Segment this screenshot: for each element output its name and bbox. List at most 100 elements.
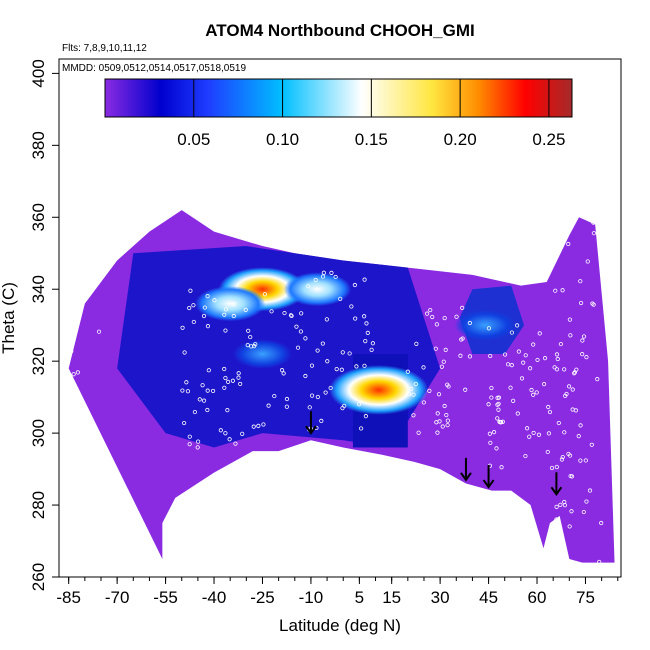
obs-point: [554, 517, 559, 522]
obs-point: [542, 356, 548, 361]
colorbar: 0.05 0.10 0.15 0.20 0.25: [104, 78, 573, 149]
obs-point: [195, 439, 201, 444]
obs-point: [288, 313, 294, 318]
obs-point: [284, 396, 290, 402]
obs-point: [370, 341, 375, 346]
obs-point: [515, 323, 520, 328]
obs-point: [535, 357, 540, 363]
obs-point: [560, 288, 565, 293]
obs-point: [567, 524, 572, 529]
obs-point: [233, 441, 238, 446]
y-tick-label: 340: [29, 275, 48, 303]
x-tick-label: 60: [528, 588, 547, 607]
obs-point: [84, 433, 89, 438]
x-axis-label: Latitude (deg N): [279, 616, 401, 635]
obs-point: [560, 454, 565, 460]
obs-point: [309, 363, 315, 368]
obs-point: [256, 423, 261, 428]
obs-point: [97, 498, 102, 503]
obs-point: [223, 431, 228, 436]
arrow-markers: [305, 411, 563, 496]
obs-point: [413, 381, 418, 387]
x-tick-label: -10: [299, 588, 324, 607]
x-tick-label: 45: [479, 588, 498, 607]
obs-point: [251, 424, 256, 429]
obs-point: [416, 430, 421, 435]
x-tick-label: -70: [105, 588, 130, 607]
obs-point: [406, 392, 412, 397]
obs-point: [321, 270, 326, 275]
obs-point: [436, 392, 442, 397]
x-tick-label: -85: [56, 588, 81, 607]
obs-point: [488, 353, 493, 359]
obs-point: [69, 339, 74, 344]
obs-point: [248, 334, 253, 340]
obs-point: [599, 520, 604, 526]
obs-point: [222, 385, 227, 390]
obs-point: [568, 473, 573, 479]
obs-point: [549, 465, 555, 471]
obs-point: [499, 420, 504, 425]
y-tick-label: 360: [29, 203, 48, 231]
obs-point: [187, 442, 192, 447]
x-tick-label: 75: [576, 588, 595, 607]
obs-point: [421, 365, 426, 370]
obs-point: [559, 457, 565, 462]
obs-point: [445, 418, 450, 423]
obs-point: [342, 403, 347, 408]
obs-point: [434, 322, 439, 327]
obs-point: [307, 405, 312, 410]
obs-point: [433, 346, 438, 351]
obs-point: [573, 408, 579, 413]
obs-point: [495, 402, 500, 407]
obs-point: [523, 453, 528, 459]
obs-point: [70, 443, 75, 448]
obs-point: [243, 307, 248, 312]
obs-point: [495, 395, 500, 400]
obs-point: [569, 509, 574, 514]
obs-point: [187, 305, 192, 311]
obs-point: [238, 381, 243, 387]
x-tick-label: 30: [431, 588, 450, 607]
obs-point: [362, 314, 367, 319]
obs-point: [85, 450, 90, 455]
obs-point: [69, 349, 74, 354]
obs-point: [428, 307, 433, 313]
obs-point: [591, 231, 596, 236]
obs-point: [88, 504, 93, 510]
obs-point: [298, 329, 304, 334]
obs-point: [333, 274, 338, 280]
obs-point: [427, 388, 432, 393]
obs-point: [349, 304, 354, 309]
obs-point: [223, 375, 228, 381]
obs-point: [340, 350, 345, 355]
obs-point: [323, 390, 328, 395]
obs-point: [409, 386, 414, 391]
obs-point: [534, 390, 539, 395]
obs-point: [537, 331, 542, 336]
obs-point: [236, 371, 241, 376]
obs-point: [509, 363, 514, 368]
obs-point: [222, 312, 227, 317]
obs-point: [313, 277, 318, 283]
obs-point: [558, 341, 564, 347]
x-axis: -85 -70 -55 -40 -25 -10 5 15 30 45 60 75: [56, 577, 619, 607]
obs-point: [525, 426, 530, 431]
colorbar-tick-label: 0.15: [355, 130, 388, 149]
obs-point: [205, 388, 210, 393]
obs-point: [497, 419, 502, 424]
obs-point: [441, 359, 446, 364]
obs-point: [499, 465, 504, 470]
obs-point: [324, 317, 329, 322]
obs-point: [566, 451, 571, 457]
obs-point: [315, 348, 320, 353]
obs-point: [70, 486, 75, 491]
obs-point: [353, 316, 358, 321]
obs-point: [425, 311, 430, 316]
obs-point: [491, 430, 497, 435]
obs-point: [563, 393, 568, 398]
obs-point: [578, 279, 583, 284]
obs-point: [77, 463, 83, 468]
obs-point: [578, 423, 583, 428]
